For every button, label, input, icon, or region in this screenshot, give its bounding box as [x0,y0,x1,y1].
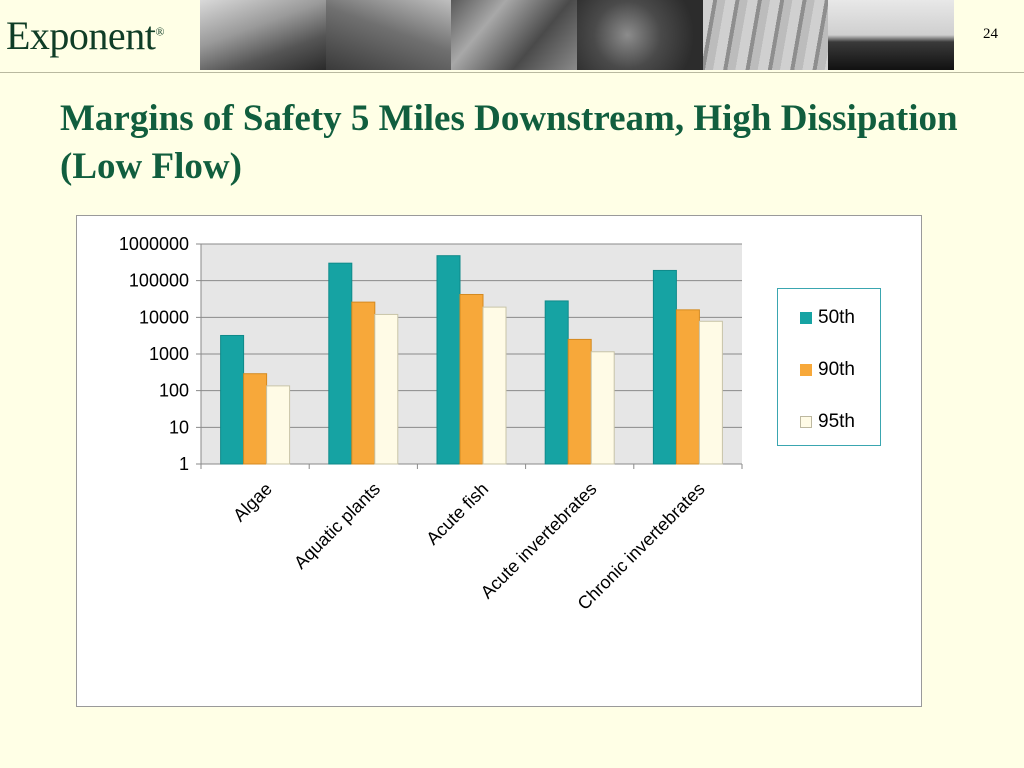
y-tick-label: 10 [169,417,189,437]
exponent-logo: Exponent® [6,12,164,59]
bar-95th-algae [266,385,291,465]
bar-90th-algae [243,373,268,465]
bar-90th-aquatic-plants [351,301,376,465]
plot-area: 1 10 100 1000 10000 100000 1000000 Algae Aquatic… [119,234,743,614]
chart-container: 1 10 100 1000 10000 100000 1000000 Algae Aquatic… [76,215,922,707]
chart-legend: 50th 90th 95th [777,288,881,446]
photo-car-driver [325,0,452,70]
x-category-label: Acute fish [422,479,492,549]
bar-90th-acute-fish [459,293,484,465]
y-tick-label: 1000 [149,344,189,364]
y-tick-label: 1000000 [119,234,189,254]
y-tick-label: 1 [179,454,189,474]
legend-item-50th: 50th [800,307,855,329]
registered-mark: ® [155,24,164,39]
header-bar: Exponent® 24 [0,0,1024,73]
bar-50th-acute-invertebrates [544,300,569,465]
bar-95th-acute-fish [482,306,507,465]
legend-label: 95th [818,411,855,432]
photo-crash-dummy [451,0,578,70]
slide-title: Margins of Safety 5 Miles Downstream, Hi… [60,98,958,187]
header-photo-strip [200,0,955,70]
bar-50th-algae [220,334,245,465]
bar-chart: 1 10 100 1000 10000 100000 1000000 Algae Aquatic… [119,234,743,614]
y-tick-label: 100 [159,381,189,401]
legend-swatch [800,312,812,324]
legend-swatch [800,364,812,376]
legend-item-90th: 90th [800,359,855,381]
x-category-label: Acute invertebrates [477,479,601,603]
bar-90th-acute-invertebrates [567,338,592,465]
photo-industrial-plant [200,0,326,70]
x-category-label: Algae [229,479,276,526]
logo-wordmark: Exponent [6,13,156,58]
bar-95th-acute-invertebrates [590,351,615,465]
legend-label: 90th [818,359,855,380]
bar-90th-chronic-invertebrates [675,309,700,465]
x-category-label: Aquatic plants [290,479,384,573]
bar-50th-aquatic-plants [328,262,353,465]
bar-50th-chronic-invertebrates [652,269,677,465]
legend-label: 50th [818,307,855,328]
y-tick-label: 100000 [129,271,189,291]
bar-50th-acute-fish [436,255,461,465]
page-number: 24 [983,26,998,42]
photo-building [702,0,829,70]
y-tick-label: 10000 [139,307,189,327]
legend-item-95th: 95th [800,411,855,433]
legend-swatch [800,416,812,428]
bar-95th-aquatic-plants [374,313,399,465]
bar-95th-chronic-invertebrates [698,320,723,465]
photo-strawberries [577,0,703,70]
photo-lng-ship [828,0,955,70]
